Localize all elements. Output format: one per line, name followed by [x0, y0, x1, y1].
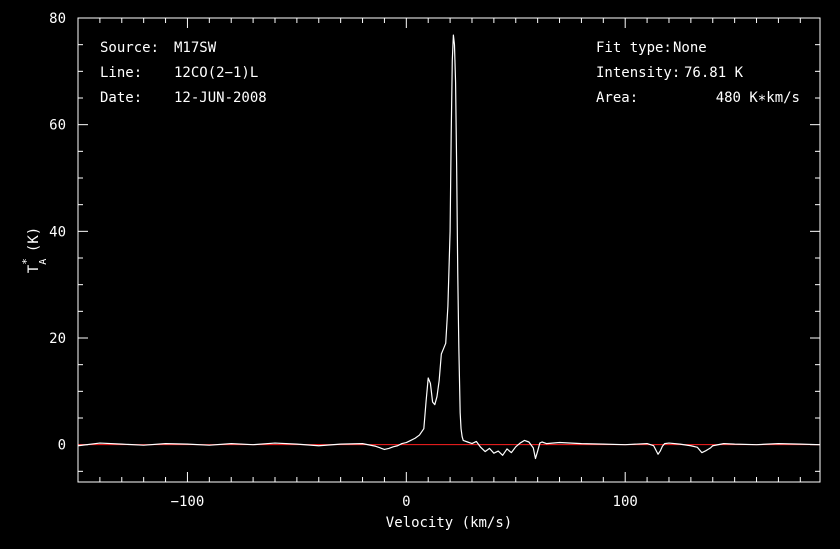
intensity-key: Intensity:: [596, 65, 680, 81]
y-tick-label: 20: [49, 331, 66, 347]
y-tick-label: 40: [49, 224, 66, 240]
fit-type-value: None: [673, 40, 707, 56]
spectrum-line: [77, 34, 821, 460]
x-tick-label: 100: [613, 494, 638, 510]
info-right: Fit type: None Intensity: 76.81 K Area: …: [596, 40, 800, 106]
y-label-unit: (K): [26, 227, 42, 252]
plot-frame: [77, 17, 821, 483]
y-label-sup: *: [20, 258, 33, 265]
source-key: Source:: [100, 40, 159, 56]
y-label-sub: A: [38, 259, 49, 265]
y-tick-label: 60: [49, 118, 66, 134]
svg-text:TA*(K): TA * (K): [20, 227, 49, 273]
date-key: Date:: [100, 90, 142, 106]
y-label-main: T: [26, 264, 42, 273]
x-axis-label: Velocity (km/s): [386, 515, 512, 531]
area-value: 480 K∗km/s: [716, 90, 800, 106]
tick-labels: −100 0 100 0 20 40 60 80: [49, 11, 638, 510]
y-tick-label: 80: [49, 11, 66, 27]
line-value: 12CO(2−1)L: [174, 65, 258, 81]
fit-type-key: Fit type:: [596, 40, 672, 56]
y-axis-label: TA * (K): [20, 227, 49, 273]
x-tick-label: 0: [402, 494, 410, 510]
info-left: Source: M17SW Line: 12CO(2−1)L Date: 12-…: [100, 40, 267, 106]
intensity-value: 76.81 K: [684, 65, 744, 81]
x-tick-label: −100: [171, 494, 205, 510]
source-value: M17SW: [174, 40, 217, 56]
area-key: Area:: [596, 90, 638, 106]
y-tick-label: 0: [58, 438, 66, 454]
date-value: 12-JUN-2008: [174, 90, 267, 106]
line-key: Line:: [100, 65, 142, 81]
